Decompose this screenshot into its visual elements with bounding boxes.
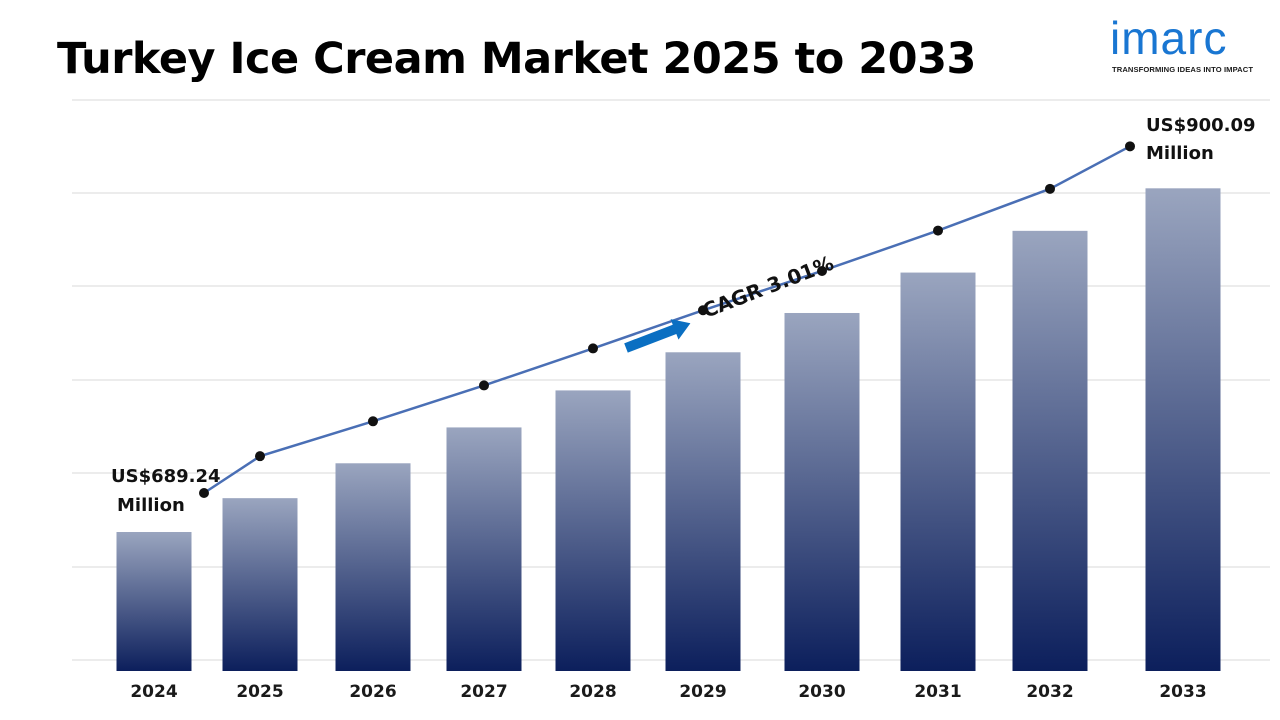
trend-point-2027 <box>479 380 489 391</box>
imarc-logo: imarc TRANSFORMING IDEAS INTO IMPACT <box>1108 8 1274 78</box>
trend-point-2032 <box>1045 183 1055 194</box>
trend-point-2030 <box>817 265 827 276</box>
trend-point-2029 <box>698 305 708 316</box>
bar-2024 <box>116 532 192 671</box>
x-tick-label: 2033 <box>1159 682 1206 702</box>
end-unit-label: Million <box>1146 143 1214 164</box>
trend-line-group <box>199 141 1135 498</box>
bar-2030 <box>784 312 860 671</box>
x-tick-label: 2030 <box>798 682 845 702</box>
start-value-label: US$689.24 <box>111 466 221 487</box>
trend-point-2028 <box>588 343 598 354</box>
x-tick-label: 2032 <box>1026 682 1073 702</box>
bars <box>116 188 1221 672</box>
cagr-arrow-icon <box>624 319 691 353</box>
x-tick-label: 2028 <box>569 682 616 702</box>
end-value-label: US$900.09 <box>1146 115 1256 136</box>
bar-2031 <box>900 272 976 671</box>
bar-2028 <box>555 390 631 671</box>
bar-2033 <box>1145 188 1221 671</box>
trend-line <box>203 145 1131 495</box>
chart-title: Turkey Ice Cream Market 2025 to 2033 <box>57 34 976 84</box>
trend-point-2024 <box>199 488 209 498</box>
trend-point-2033 <box>1125 141 1135 152</box>
x-tick-label: 2031 <box>914 682 961 702</box>
x-tick-label: 2025 <box>236 682 283 702</box>
bar-2029 <box>665 352 741 671</box>
value-callouts: US$689.24 Million US$900.09 Million <box>111 115 1256 516</box>
trend-point-2025 <box>255 451 265 462</box>
trend-point-2026 <box>368 416 378 427</box>
cagr-label: CAGR 3.01% <box>699 251 837 323</box>
logo-wordmark: imarc <box>1110 12 1228 64</box>
x-tick-label: 2026 <box>349 682 396 702</box>
x-tick-label: 2029 <box>679 682 726 702</box>
logo-tagline: TRANSFORMING IDEAS INTO IMPACT <box>1112 65 1254 74</box>
start-unit-label: Million <box>117 495 185 516</box>
x-tick-label: 2027 <box>460 682 507 702</box>
x-tick-label: 2024 <box>130 682 177 702</box>
x-axis-tick-labels: 2024 2025 2026 2027 2028 2029 2030 2031 2032 2033 <box>130 682 1206 702</box>
bar-2026 <box>335 463 411 671</box>
bar-2025 <box>222 498 298 671</box>
bar-2032 <box>1012 230 1088 672</box>
bar-2027 <box>446 427 522 671</box>
trend-point-2031 <box>933 225 943 236</box>
